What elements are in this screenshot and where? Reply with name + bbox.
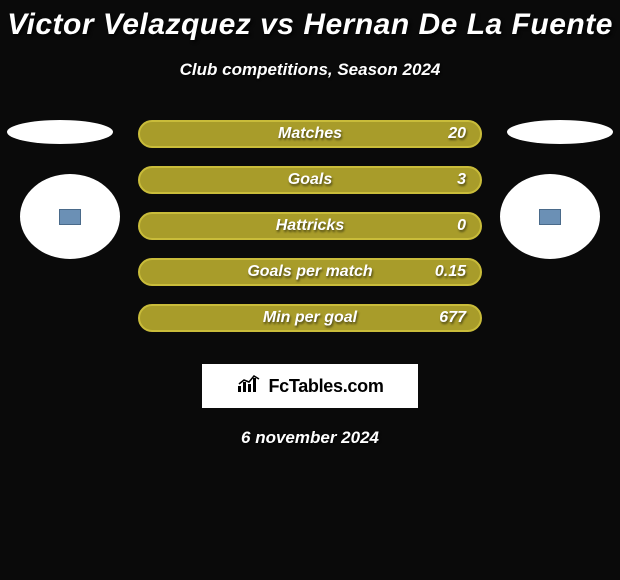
page-title: Victor Velazquez vs Hernan De La Fuente: [0, 0, 620, 42]
brand-chart-icon: [236, 374, 262, 399]
stat-value-right: 677: [439, 309, 466, 327]
right-flag-icon: [539, 209, 561, 225]
stat-bar-goals: Goals 3: [138, 166, 482, 194]
stat-value-right: 20: [448, 125, 466, 143]
stat-label: Matches: [278, 125, 342, 143]
stat-label: Goals: [288, 171, 332, 189]
page-subtitle: Club competitions, Season 2024: [0, 60, 620, 80]
left-top-ellipse: [7, 120, 113, 144]
right-top-ellipse: [507, 120, 613, 144]
stat-bar-min-per-goal: Min per goal 677: [138, 304, 482, 332]
comparison-stage: Matches 20 Goals 3 Hattricks 0 Goals per…: [0, 120, 620, 350]
left-flag-icon: [59, 209, 81, 225]
stat-label: Hattricks: [276, 217, 344, 235]
stat-bar-goals-per-match: Goals per match 0.15: [138, 258, 482, 286]
stat-value-right: 3: [457, 171, 466, 189]
brand-badge: FcTables.com: [202, 364, 418, 408]
left-player-circle: [20, 174, 120, 259]
stat-bar-matches: Matches 20: [138, 120, 482, 148]
brand-text: FcTables.com: [268, 376, 383, 397]
stat-bar-hattricks: Hattricks 0: [138, 212, 482, 240]
date-text: 6 november 2024: [0, 428, 620, 448]
stat-label: Goals per match: [247, 263, 372, 281]
right-player-circle: [500, 174, 600, 259]
stat-value-right: 0.15: [435, 263, 466, 281]
stat-value-right: 0: [457, 217, 466, 235]
stat-bars: Matches 20 Goals 3 Hattricks 0 Goals per…: [138, 120, 482, 350]
stat-label: Min per goal: [263, 309, 357, 327]
